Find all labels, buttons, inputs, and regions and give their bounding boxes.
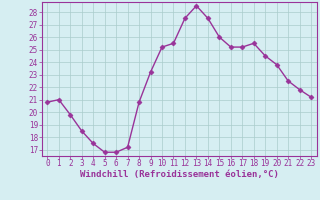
X-axis label: Windchill (Refroidissement éolien,°C): Windchill (Refroidissement éolien,°C) xyxy=(80,170,279,179)
